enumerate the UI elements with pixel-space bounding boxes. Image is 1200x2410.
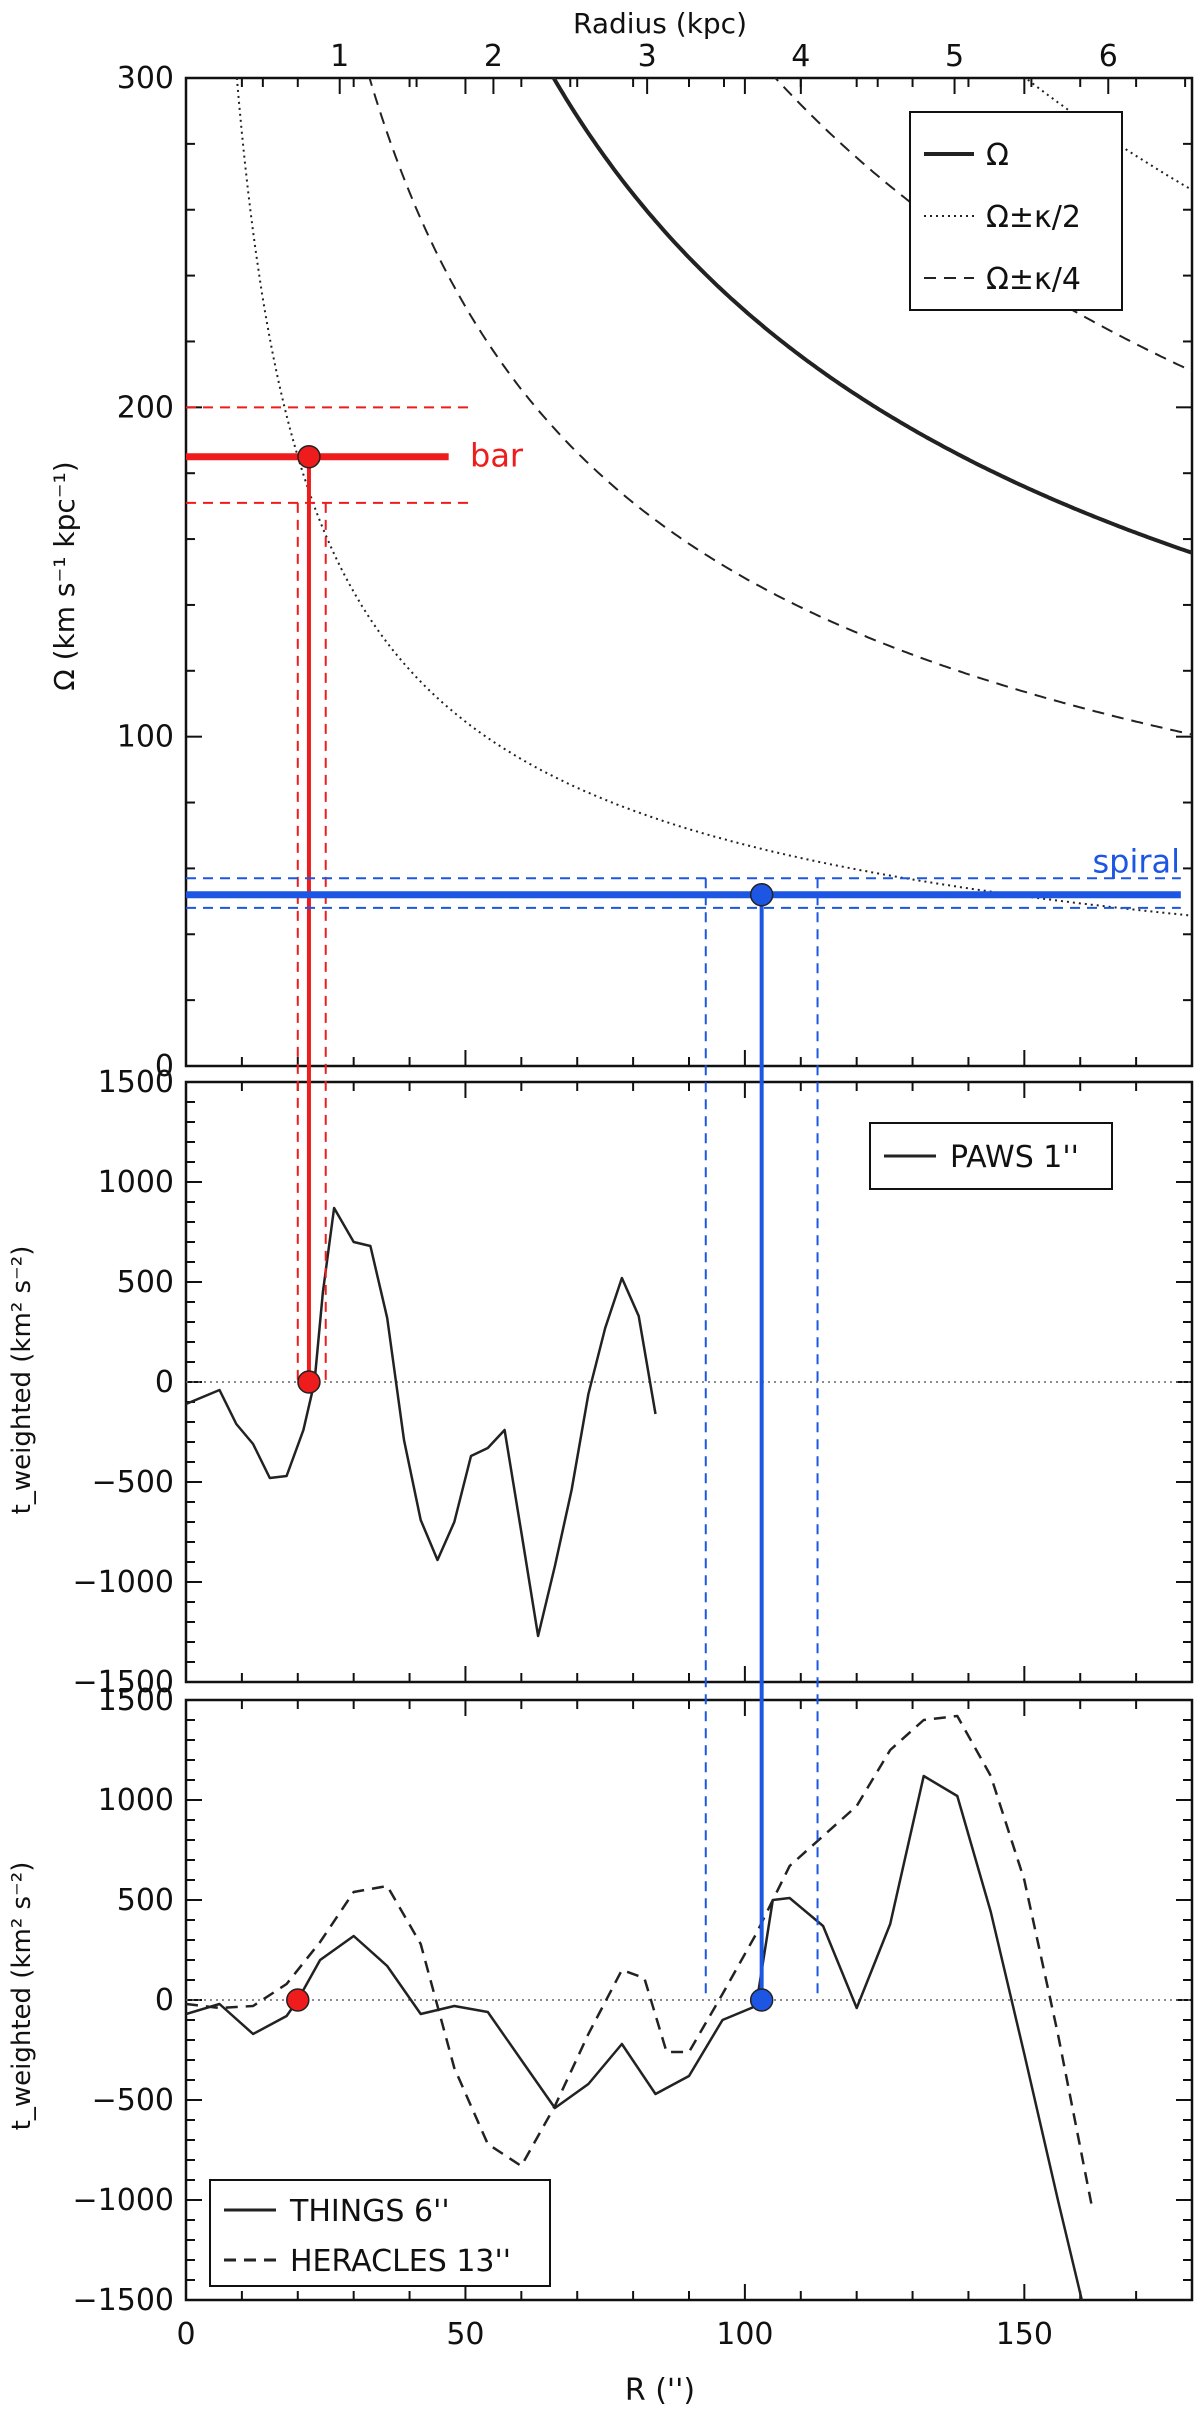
x-tick-label: 0 xyxy=(176,2317,195,2352)
series-group xyxy=(186,1714,1093,2300)
x-tick-label: 50 xyxy=(446,2317,484,2352)
bar-label: bar xyxy=(470,437,524,475)
spiral-marker-top xyxy=(749,882,774,907)
top-tick-label: 6 xyxy=(1099,39,1118,74)
axis-titles: Radius (kpc) Ω (km s⁻¹ kpc⁻¹) t_weighted… xyxy=(7,7,747,2408)
legend-box xyxy=(209,2179,551,2287)
y-tick-label: 500 xyxy=(117,1883,174,1918)
y-tick-label: −1000 xyxy=(73,2183,174,2218)
y-tick-label: 100 xyxy=(117,720,174,755)
y-tick-label: −500 xyxy=(92,2083,174,2118)
top-tick-label: 4 xyxy=(791,39,810,74)
y-tick-label: −500 xyxy=(92,1465,174,1500)
paws-axis-label: t_weighted (km² s⁻²) xyxy=(7,1246,37,1515)
legend-label: Ω xyxy=(986,138,1009,173)
y-tick-label: −1500 xyxy=(73,2283,174,2318)
y-tick-label: 0 xyxy=(155,1983,174,2018)
spiral-label: spiral xyxy=(1092,843,1180,881)
top-axis-title: Radius (kpc) xyxy=(573,7,747,40)
y-tick-label: 0 xyxy=(155,1049,174,1084)
y-tick-label: 1000 xyxy=(98,1783,174,1818)
bar-marker-top xyxy=(297,444,321,469)
x-tick-label: 150 xyxy=(996,2317,1053,2352)
omega-axis-label: Ω (km s⁻¹ kpc⁻¹) xyxy=(48,461,81,690)
y-tick-label: 300 xyxy=(117,61,174,96)
y-tick-label: 1500 xyxy=(98,1683,174,1718)
curve-Ω xyxy=(551,78,1192,555)
things-heracles-panel: 0 50 100 150 −1500 −1000 −500 0 500 1000 1500 THING… xyxy=(73,1683,1194,2352)
y-tick-label: 1500 xyxy=(98,1065,174,1100)
bar-marker-bottom xyxy=(297,1370,321,1394)
top-tick-label: 2 xyxy=(484,39,503,74)
x-tick-label: 100 xyxy=(716,2317,773,2352)
curve-Ω±κ/4 xyxy=(368,78,1192,736)
x-axis-label: R ('') xyxy=(625,2373,695,2408)
legend-label: PAWS 1'' xyxy=(950,1140,1079,1175)
y-tick-label: −1000 xyxy=(73,1565,174,1600)
legend-label: HERACLES 13'' xyxy=(290,2244,511,2279)
paws-panel: −1500 −1000 −500 0 500 1000 1500 PAWS 1'' xyxy=(73,1065,1194,1700)
y-tick-label: 1000 xyxy=(98,1165,174,1200)
series-PAWS 1'' xyxy=(185,1206,657,1638)
omega-panel: 0 100 200 300 1 2 3 4 5 6 Ω Ω±κ/2 Ω±κ/4 xyxy=(117,39,1194,1084)
spiral-marker-bottom xyxy=(749,1988,774,2012)
y-tick-label: 500 xyxy=(117,1265,174,1300)
curve-Ω±κ/2 xyxy=(235,78,1192,917)
top-tick-label: 3 xyxy=(638,39,657,74)
series-HERACLES 13'' xyxy=(186,1714,1093,2205)
y-tick-label: −1500 xyxy=(73,1665,174,1700)
y-tick-label: 0 xyxy=(155,1365,174,1400)
y-tick-label: 200 xyxy=(117,390,174,425)
legend-label: THINGS 6'' xyxy=(289,2194,450,2229)
things-axis-label: t_weighted (km² s⁻²) xyxy=(7,1862,37,2131)
top-tick-label: 5 xyxy=(945,39,964,74)
series-THINGS 6'' xyxy=(186,1774,1084,2300)
resonance-overlay: bar spiral xyxy=(186,406,1181,2012)
bar-marker-lower xyxy=(286,1988,310,2012)
legend-label: Ω±κ/4 xyxy=(986,262,1081,297)
top-tick-label: 1 xyxy=(330,39,349,74)
legend-label: Ω±κ/2 xyxy=(986,200,1081,235)
